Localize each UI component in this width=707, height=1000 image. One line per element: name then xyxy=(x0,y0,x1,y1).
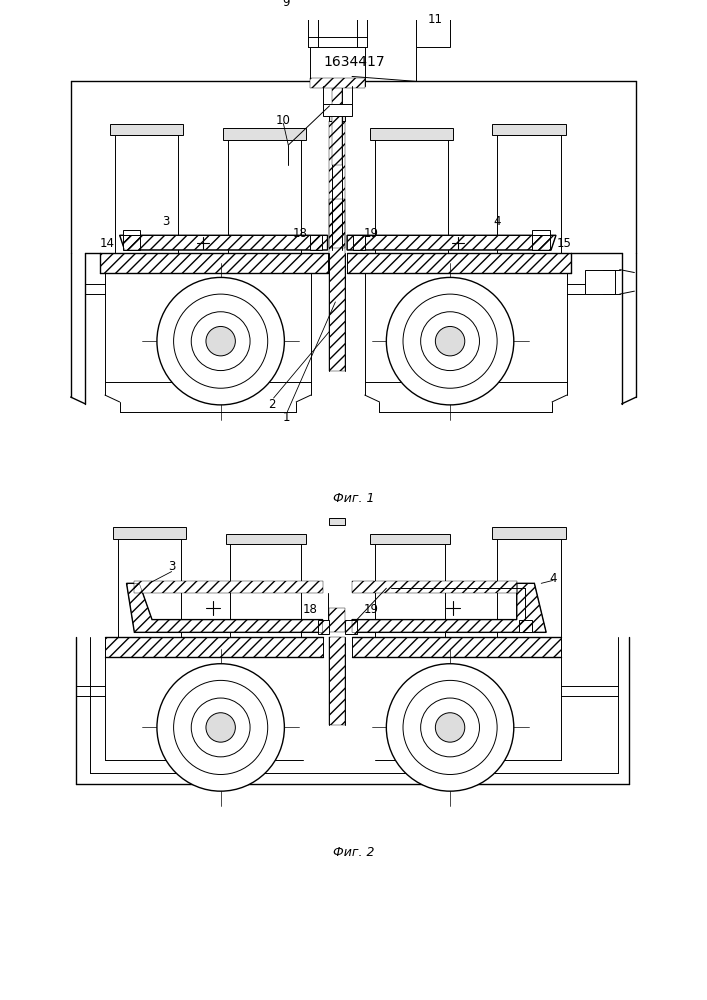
Polygon shape xyxy=(127,583,322,632)
Text: 9: 9 xyxy=(283,0,290,9)
Circle shape xyxy=(436,713,464,742)
Bar xyxy=(310,235,322,250)
Bar xyxy=(353,235,365,250)
Circle shape xyxy=(386,277,514,405)
Bar xyxy=(329,518,345,525)
Bar xyxy=(329,608,345,632)
Polygon shape xyxy=(347,235,556,250)
Circle shape xyxy=(157,277,284,405)
Circle shape xyxy=(206,713,235,742)
Bar xyxy=(303,6,372,18)
Text: 3: 3 xyxy=(162,215,170,228)
Bar xyxy=(310,78,365,88)
Bar xyxy=(122,230,140,235)
Bar xyxy=(416,0,450,47)
Bar xyxy=(370,534,450,544)
Bar xyxy=(585,270,615,294)
Bar xyxy=(110,124,183,135)
Text: 19: 19 xyxy=(364,603,379,616)
Circle shape xyxy=(191,698,250,757)
Bar xyxy=(347,253,571,273)
Text: 1: 1 xyxy=(283,411,290,424)
Bar xyxy=(519,620,532,632)
Bar xyxy=(322,104,352,116)
Circle shape xyxy=(421,698,479,757)
Circle shape xyxy=(174,294,268,388)
Circle shape xyxy=(386,664,514,791)
Text: 1634417: 1634417 xyxy=(323,55,385,69)
Text: Фиг. 1: Фиг. 1 xyxy=(333,492,375,505)
Polygon shape xyxy=(119,235,327,250)
Bar xyxy=(100,253,327,273)
Text: 4: 4 xyxy=(493,215,501,228)
Text: Фиг. 2: Фиг. 2 xyxy=(333,846,375,859)
Bar xyxy=(329,199,345,371)
Bar xyxy=(352,581,517,593)
Circle shape xyxy=(403,294,497,388)
Bar xyxy=(317,620,329,634)
Circle shape xyxy=(403,680,497,775)
Text: 3: 3 xyxy=(168,560,175,573)
Bar xyxy=(134,581,322,593)
Bar xyxy=(310,47,365,86)
Text: 15: 15 xyxy=(556,237,571,250)
Bar xyxy=(329,637,345,725)
Polygon shape xyxy=(352,583,546,632)
Text: 18: 18 xyxy=(303,603,317,616)
Bar xyxy=(122,235,140,250)
Text: 19: 19 xyxy=(364,227,379,240)
Text: 2: 2 xyxy=(268,398,276,411)
Bar xyxy=(113,527,187,539)
Bar xyxy=(492,527,566,539)
Bar xyxy=(492,124,566,135)
Text: 10: 10 xyxy=(276,114,291,127)
Bar xyxy=(532,230,550,235)
Circle shape xyxy=(206,326,235,356)
Bar xyxy=(532,235,550,250)
Text: 11: 11 xyxy=(428,13,443,26)
Text: 18: 18 xyxy=(293,227,308,240)
Bar xyxy=(105,637,322,657)
Circle shape xyxy=(421,312,479,371)
Bar xyxy=(329,121,345,248)
Text: 4: 4 xyxy=(549,572,557,585)
Circle shape xyxy=(436,326,464,356)
Bar xyxy=(329,114,345,121)
Bar xyxy=(226,534,306,544)
Bar xyxy=(345,620,357,634)
Circle shape xyxy=(191,312,250,371)
Bar xyxy=(223,128,306,140)
Circle shape xyxy=(174,680,268,775)
Text: 14: 14 xyxy=(100,237,115,250)
Circle shape xyxy=(157,664,284,791)
Bar xyxy=(332,67,342,165)
Bar xyxy=(370,128,453,140)
Bar xyxy=(352,637,561,657)
